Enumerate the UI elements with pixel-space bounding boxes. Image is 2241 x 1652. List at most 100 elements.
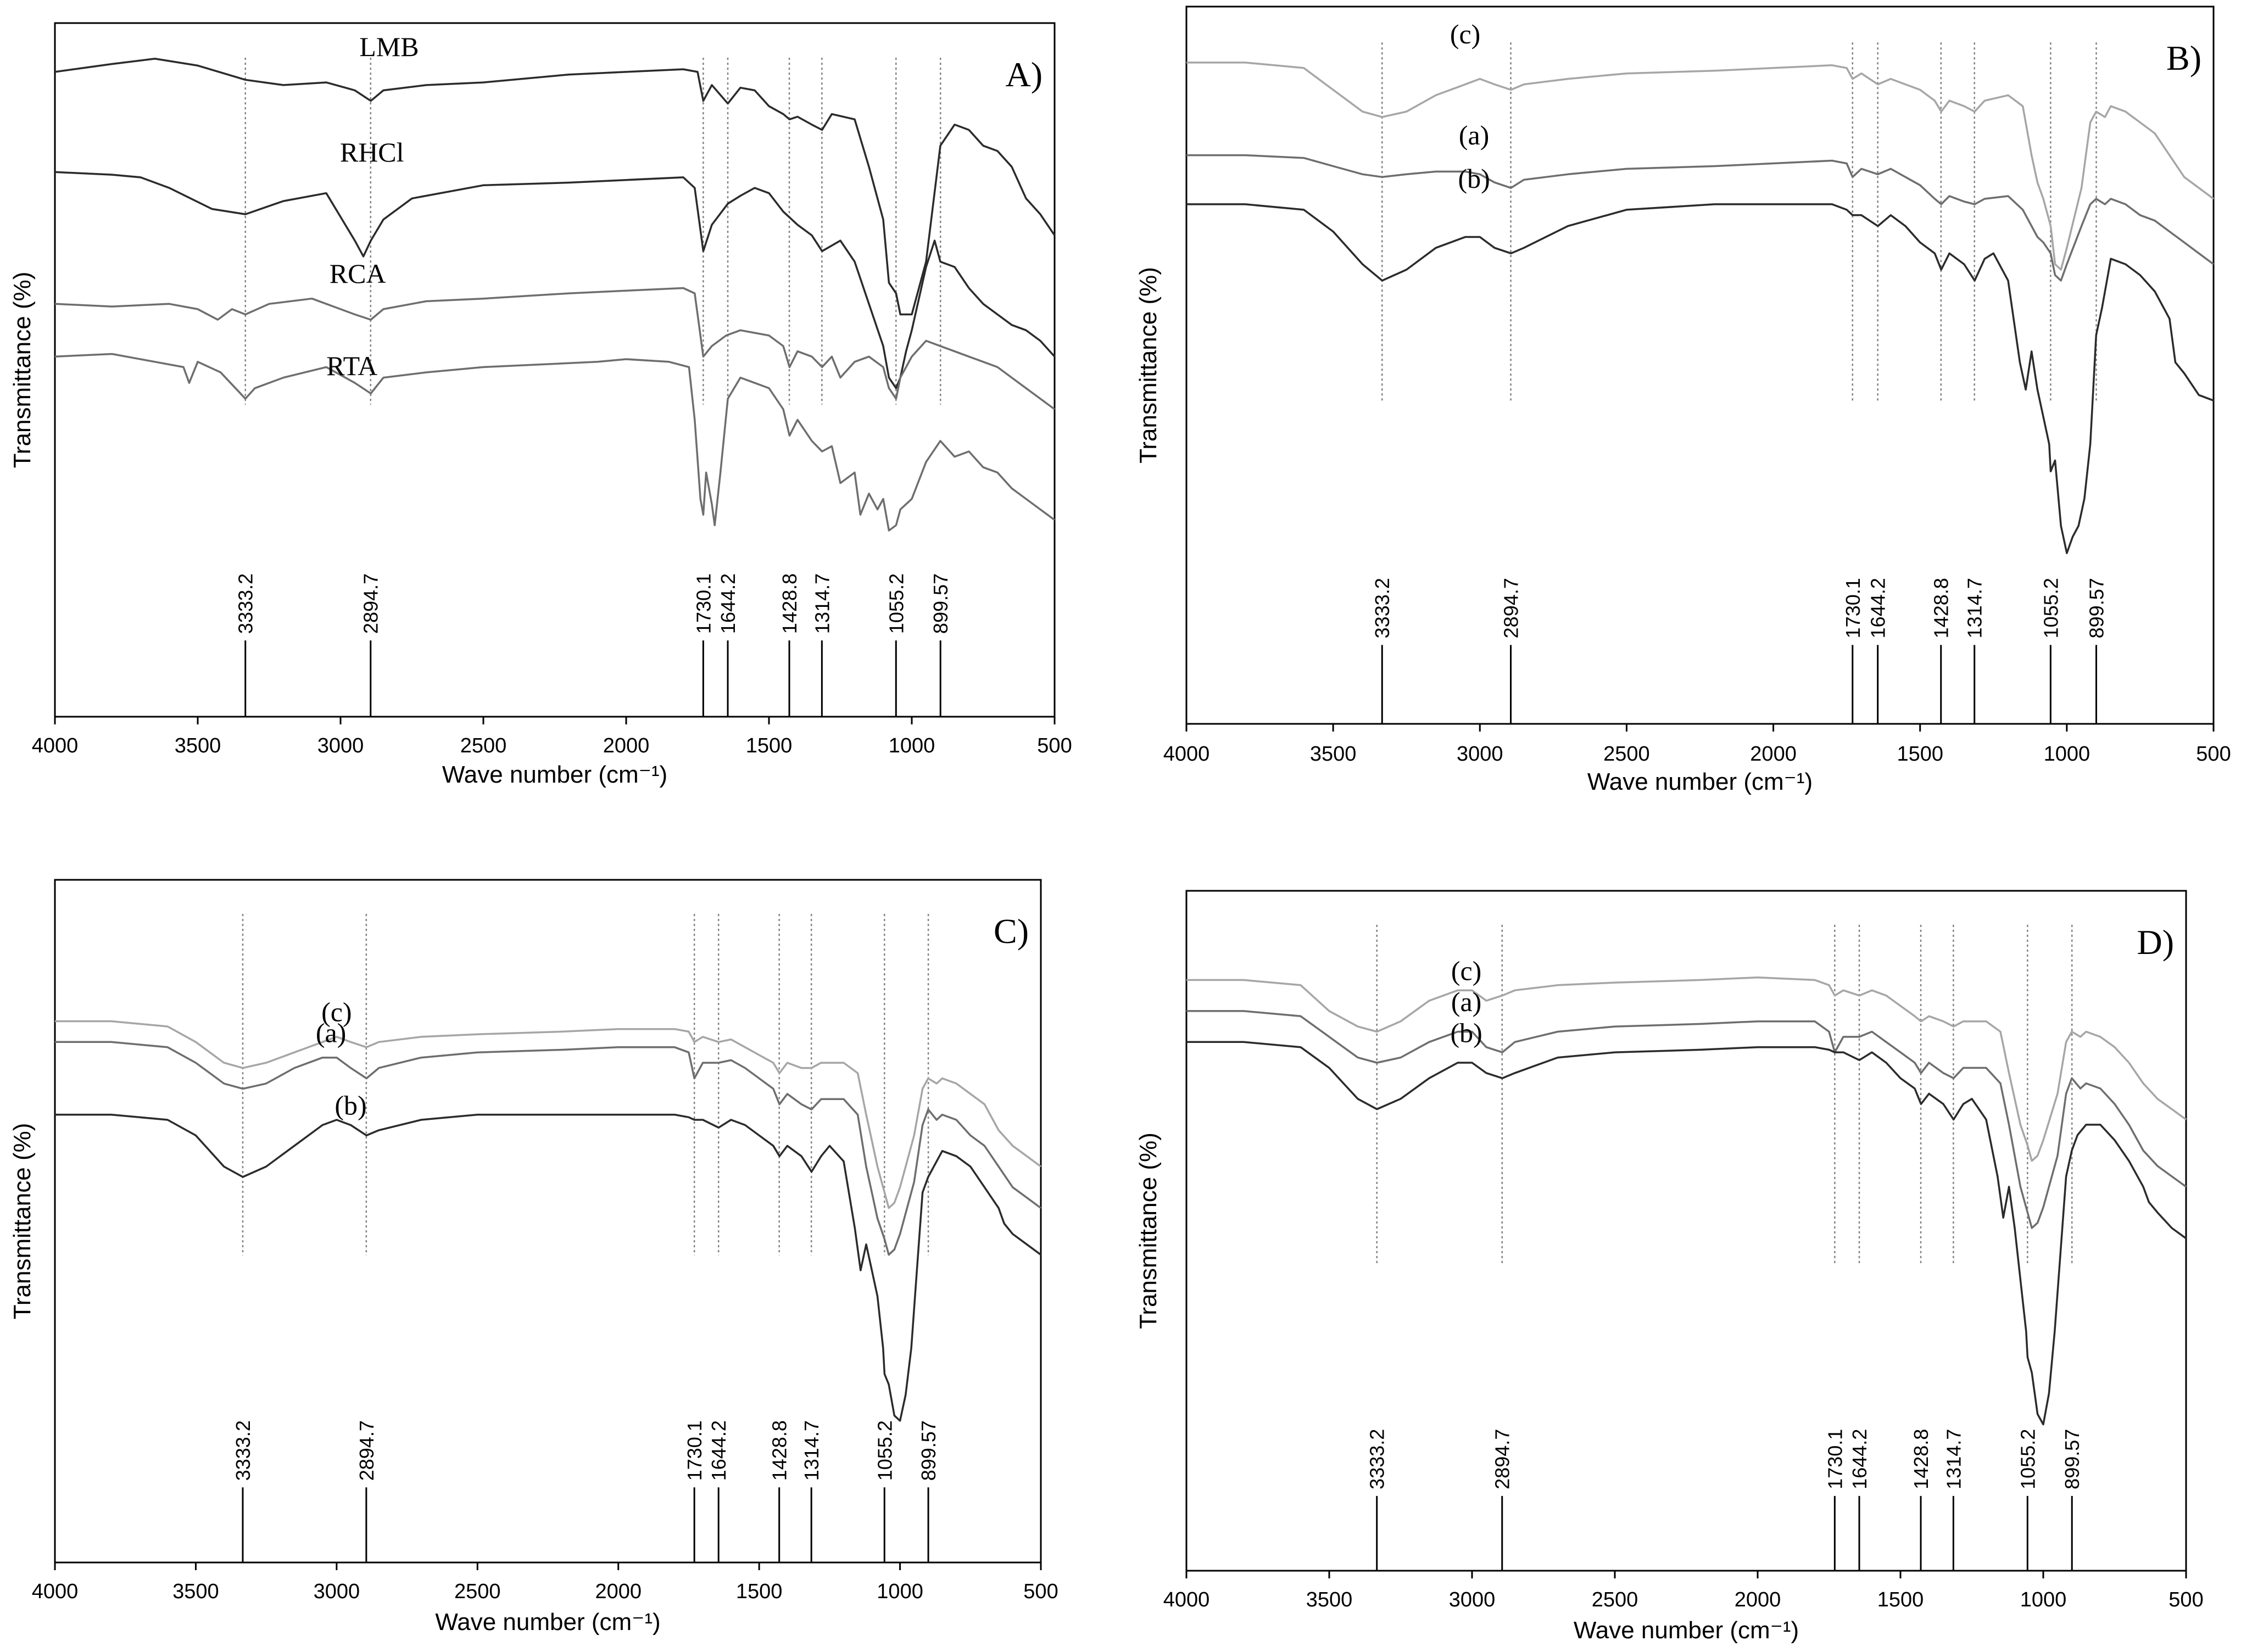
- ref-line-label: 899.57: [917, 1420, 940, 1481]
- ref-line-label: 1730.1: [1824, 1429, 1846, 1489]
- x-tick-label: 1000: [2044, 743, 2091, 766]
- x-tick-label: 2000: [603, 734, 650, 757]
- ref-line-label: 1314.7: [1942, 1429, 1965, 1489]
- x-tick-label: 1500: [736, 1580, 783, 1603]
- ref-line-label: 1428.8: [768, 1420, 791, 1481]
- x-tick-label: 500: [1023, 1580, 1058, 1603]
- x-tick-label: 1000: [2020, 1588, 2067, 1611]
- x-tick-label: 1000: [889, 734, 935, 757]
- x-tick-label: 1500: [1897, 743, 1943, 766]
- ref-line-label: 899.57: [2061, 1429, 2083, 1489]
- ref-line-label: 1314.7: [811, 573, 833, 634]
- y-axis-label: Transmittance (%): [1135, 267, 1162, 464]
- ref-line-label: 1055.2: [885, 573, 907, 634]
- ref-line-label: 1428.8: [1910, 1429, 1932, 1489]
- plot-frame: [54, 879, 1042, 1564]
- series-label: RCA: [330, 258, 386, 289]
- series-label: (c): [1451, 955, 1482, 986]
- x-tick-label: 1500: [746, 734, 793, 757]
- x-tick-label: 2500: [454, 1580, 501, 1603]
- ref-line-label: 2894.7: [360, 573, 382, 634]
- x-tick-label: 500: [1037, 734, 1072, 757]
- x-tick-label: 2000: [595, 1580, 642, 1603]
- ref-line-label: 1055.2: [873, 1420, 896, 1481]
- x-tick-label: 2000: [1735, 1588, 1781, 1611]
- x-tick-label: 3500: [1306, 1588, 1353, 1611]
- x-tick-label: 3000: [317, 734, 364, 757]
- ref-line-label: 1730.1: [1842, 578, 1864, 638]
- series-label: (b): [1458, 163, 1490, 194]
- series-label: (a): [1459, 120, 1490, 150]
- x-tick-label: 4000: [32, 1580, 79, 1603]
- ref-line-label: 3333.2: [1371, 578, 1393, 638]
- panel-label: D): [2137, 923, 2174, 962]
- ref-line-label: 3333.2: [1366, 1429, 1389, 1489]
- x-tick-label: 500: [2196, 743, 2231, 766]
- ref-line-label: 1644.2: [1848, 1429, 1871, 1489]
- series-label: RHCl: [340, 137, 404, 168]
- panel-d: 4000 3500 3000 2500 2000 1500 1000 500 Wave numb…: [1135, 890, 2204, 1644]
- plot-frame: [1185, 5, 2215, 725]
- series-line-a: [55, 1041, 1042, 1256]
- ref-line-label: 3333.2: [235, 573, 257, 634]
- series-line-c: [1186, 62, 2215, 271]
- ref-line-label: 1314.7: [1964, 578, 1986, 638]
- ref-line-label: 2894.7: [1500, 578, 1523, 638]
- panel-b: 4000 3500 3000 2500 2000 1500 1000 500 Wave numb…: [1135, 5, 2231, 795]
- x-tick-label: 4000: [32, 734, 79, 757]
- series-line-b: [1186, 1041, 2187, 1426]
- series-line-lmb: [54, 58, 1056, 316]
- plot-frame: [54, 22, 1056, 718]
- x-tick-label: 1500: [1877, 1588, 1924, 1611]
- ref-line-label: 899.57: [2086, 578, 2108, 638]
- series-line-rca: [54, 287, 1056, 410]
- ref-line-label: 1730.1: [683, 1420, 706, 1481]
- series-line-c: [1186, 976, 2187, 1162]
- series-line-a: [1186, 154, 2215, 282]
- x-tick-label: 2500: [460, 734, 507, 757]
- series-label: (b): [335, 1090, 366, 1121]
- ref-line-label: 1055.2: [2039, 578, 2062, 638]
- series-label: (b): [1450, 1017, 1482, 1048]
- x-axis-label: Wave number (cm⁻¹): [442, 761, 667, 788]
- ref-line-label: 1428.8: [778, 573, 801, 634]
- y-axis-label: Transmittance (%): [9, 1123, 36, 1320]
- x-tick-label: 4000: [1163, 1588, 1210, 1611]
- x-tick-label: 2500: [1603, 743, 1650, 766]
- x-tick-label: 1000: [877, 1580, 923, 1603]
- y-axis-label: Transmittance (%): [1135, 1132, 1162, 1329]
- ref-line-label: 2894.7: [1491, 1429, 1514, 1489]
- x-tick-label: 3500: [1310, 743, 1357, 766]
- x-tick-label: 3000: [1449, 1588, 1496, 1611]
- x-tick-label: 3000: [314, 1580, 360, 1603]
- series-label: (c): [321, 997, 352, 1028]
- panel-label: C): [994, 912, 1029, 951]
- series-label: RTA: [326, 350, 377, 381]
- x-tick-label: 2000: [1750, 743, 1797, 766]
- ref-line-label: 1314.7: [800, 1420, 823, 1481]
- x-tick-label: 500: [2168, 1588, 2203, 1611]
- panel-a: 4000 3500 3000 2500 2000 1500 1000 500 Wave numb…: [9, 22, 1072, 788]
- x-tick-label: 3500: [175, 734, 221, 757]
- y-axis-label: Transmittance (%): [9, 272, 36, 468]
- series-line-c: [55, 1020, 1042, 1209]
- series-label: LMB: [359, 31, 419, 62]
- x-axis-label: Wave number (cm⁻¹): [1587, 768, 1813, 795]
- ref-line-label: 2894.7: [355, 1420, 378, 1481]
- ref-line-label: 1644.2: [1867, 578, 1889, 638]
- x-axis-label: Wave number (cm⁻¹): [1574, 1617, 1799, 1644]
- series-label: (c): [1450, 19, 1481, 49]
- ref-line-label: 1428.8: [1930, 578, 1953, 638]
- series-line-rhcl: [54, 171, 1056, 389]
- ref-line-label: 1730.1: [692, 573, 715, 634]
- series-line-b: [55, 1113, 1042, 1422]
- series-line-b: [1186, 203, 2214, 554]
- ref-line-label: 1055.2: [2016, 1429, 2039, 1489]
- ref-line-label: 3333.2: [232, 1420, 254, 1481]
- ref-line-label: 1644.2: [717, 573, 739, 634]
- series-line-a: [1186, 1010, 2187, 1229]
- series-label: (a): [316, 1017, 347, 1048]
- panel-c: 4000 3500 3000 2500 2000 1500 1000 500 Wave numb…: [9, 879, 1058, 1636]
- panel-label: B): [2166, 38, 2201, 77]
